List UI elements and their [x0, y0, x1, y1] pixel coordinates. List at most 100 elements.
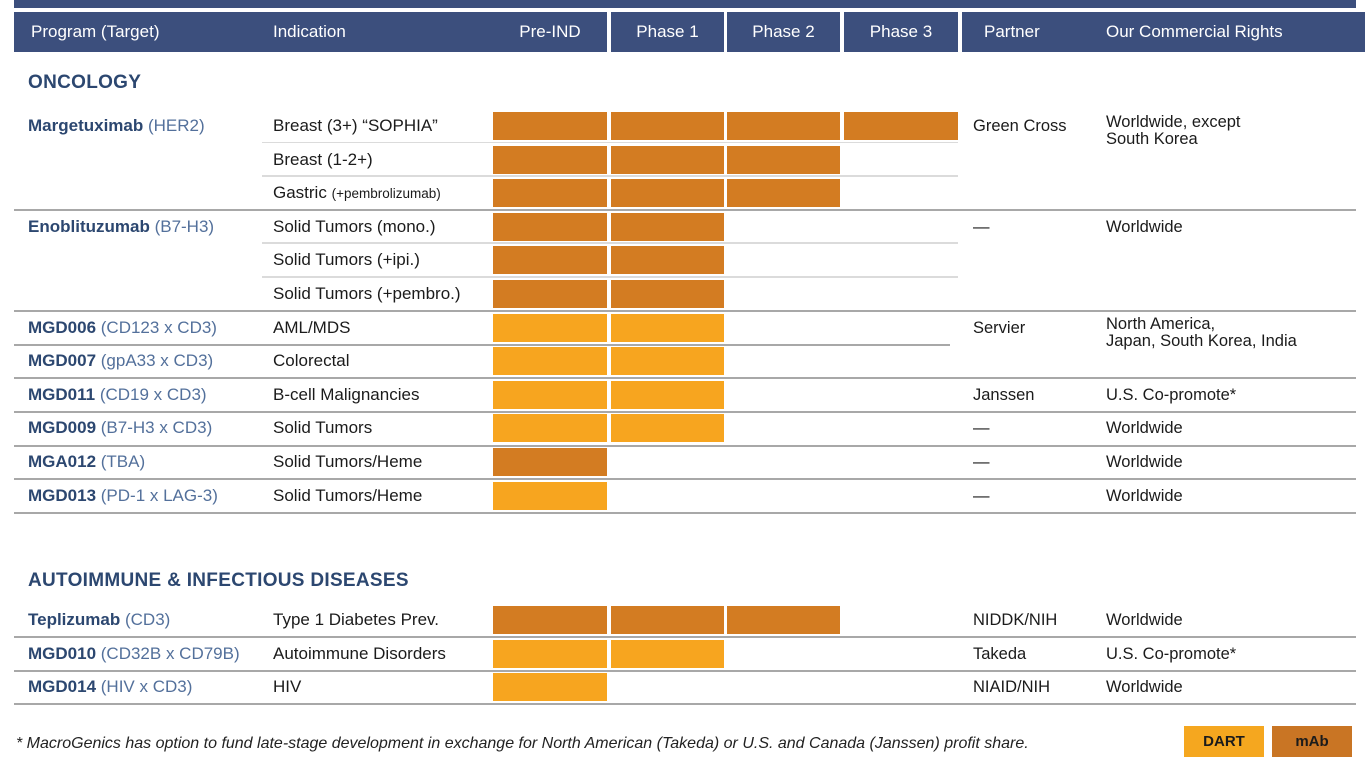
footnote: * MacroGenics has option to fund late-st…: [16, 735, 1029, 752]
legend-mab-label: mAb: [1295, 733, 1329, 750]
indication-text: Solid Tumors: [273, 418, 373, 438]
column-header-program: Program (Target): [14, 12, 276, 52]
program-target: (CD123 x CD3): [100, 317, 217, 337]
rights-label: Worldwide: [1106, 678, 1183, 697]
indication-text: Colorectal: [273, 351, 350, 371]
row-separator: [262, 175, 958, 177]
program-target: (HER2): [147, 116, 205, 135]
partner-label: —: [973, 453, 990, 471]
indication-label: Solid Tumors/Heme: [273, 448, 422, 476]
program-label: MGD007 (gpA33 x CD3): [28, 347, 213, 375]
rights-label: Worldwide: [1106, 453, 1183, 471]
legend-dart-label: DART: [1203, 733, 1245, 750]
rights-label: U.S. Co-promote*: [1106, 644, 1237, 663]
phase-bar-segment: [493, 414, 607, 443]
legend-mab-swatch: mAb: [1272, 726, 1352, 757]
partner-label: —: [973, 486, 990, 505]
group-separator: [14, 377, 1356, 380]
program-target: (B7-H3 x CD3): [100, 418, 213, 438]
section-title: ONCOLOGY: [28, 72, 142, 93]
program-label: MGD009 (B7-H3 x CD3): [28, 414, 212, 442]
phase-bar-segment: [493, 112, 607, 140]
indication-label: Solid Tumors/Heme: [273, 482, 422, 510]
program-target: (B7-H3): [154, 216, 215, 236]
phase-bar-segment: [493, 639, 607, 668]
group-separator: [14, 703, 1356, 706]
row-separator: [262, 276, 958, 278]
group-separator: [14, 478, 1356, 481]
program-label: MGD014 (HIV x CD3): [28, 673, 192, 701]
indication-label: AML/MDS: [273, 314, 350, 342]
section-title: AUTOIMMUNE & INFECTIOUS DISEASES: [28, 570, 409, 591]
indication-label: Solid Tumors: [273, 414, 372, 442]
program-name: MGD010: [28, 643, 97, 663]
rights-label: North America, Japan, South Korea, India: [1106, 314, 1297, 350]
phase-bar-segment: [611, 246, 724, 275]
program-target: (CD32B x CD79B): [100, 643, 240, 663]
program-name: MGD013: [28, 485, 97, 505]
program-target: (TBA): [100, 452, 146, 471]
indication-text: HIV: [273, 677, 302, 697]
indication-label: Colorectal: [273, 347, 350, 375]
indication-label: Type 1 Diabetes Prev.: [273, 606, 439, 634]
phase-bar-segment: [493, 606, 607, 634]
phase-bar-segment: [611, 280, 724, 308]
program-target: (gpA33 x CD3): [100, 351, 214, 371]
group-separator: [14, 310, 1356, 313]
partner-label: NIDDK/NIH: [973, 611, 1058, 629]
program-target: (CD19 x CD3): [99, 384, 207, 404]
program-label: Margetuximab (HER2): [28, 112, 205, 140]
partner-label: NIAID/NIH: [973, 678, 1051, 697]
indication-text: AML/MDS: [273, 317, 351, 337]
row-separator: [262, 242, 958, 244]
phase-bar-segment: [611, 347, 724, 376]
program-name: MGD014: [28, 677, 97, 697]
program-target: (HIV x CD3): [100, 677, 193, 697]
phase-bar-segment: [611, 145, 724, 174]
column-header-phase-1: Phase 1: [611, 12, 724, 52]
phase-bar-segment: [493, 347, 607, 376]
phase-bar-segment: [611, 179, 724, 208]
group-separator: [14, 511, 1356, 514]
indication-label: Breast (1-2+): [273, 146, 373, 174]
indication-text: Breast (1-2+): [273, 149, 373, 169]
phase-bar-segment: [493, 246, 607, 275]
phase-bar-segment: [611, 414, 724, 443]
phase-bar-segment: [611, 112, 724, 140]
phase-bar-segment: [493, 179, 607, 208]
indication-label: B-cell Malignancies: [273, 381, 419, 409]
partner-label: Takeda: [973, 644, 1027, 663]
phase-bar-segment: [493, 481, 607, 510]
phase-bar-segment: [727, 606, 840, 634]
phase-bar-segment: [611, 606, 724, 634]
program-label: MGD013 (PD-1 x LAG-3): [28, 482, 218, 510]
phase-bar-segment: [611, 313, 724, 342]
indication-note: (+pembrolizumab): [331, 186, 441, 202]
group-separator: [14, 209, 1356, 212]
program-name: Enoblituzumab: [28, 216, 150, 236]
program-name: MGD011: [28, 384, 96, 404]
phase-bar-segment: [493, 448, 607, 476]
rights-label: Worldwide, except South Korea: [1106, 113, 1241, 148]
program-name: MGD006: [28, 317, 97, 337]
row-separator: [262, 141, 958, 144]
rights-label: U.S. Co-promote*: [1106, 385, 1237, 404]
column-header-pre-ind: Pre-IND: [493, 12, 607, 52]
group-separator: [14, 410, 1356, 413]
phase-bar-segment: [611, 639, 724, 668]
program-label: MGA012 (TBA): [28, 448, 145, 476]
phase-bar-segment: [727, 179, 840, 208]
indication-text: Solid Tumors/Heme: [273, 452, 423, 471]
program-target: (PD-1 x LAG-3): [100, 485, 218, 505]
phase-bar-segment: [493, 380, 607, 409]
program-name: MGD009: [28, 418, 97, 438]
program-name: MGD007: [28, 351, 97, 371]
indication-text: Solid Tumors/Heme: [273, 485, 423, 505]
phase-bar-segment: [844, 112, 958, 140]
program-label: MGD006 (CD123 x CD3): [28, 314, 217, 342]
phase-bar-segment: [611, 380, 724, 409]
partner-label: —: [973, 419, 990, 438]
indication-text: Breast (3+) “SOPHIA”: [273, 116, 438, 135]
partner-label: Green Cross: [973, 117, 1067, 135]
